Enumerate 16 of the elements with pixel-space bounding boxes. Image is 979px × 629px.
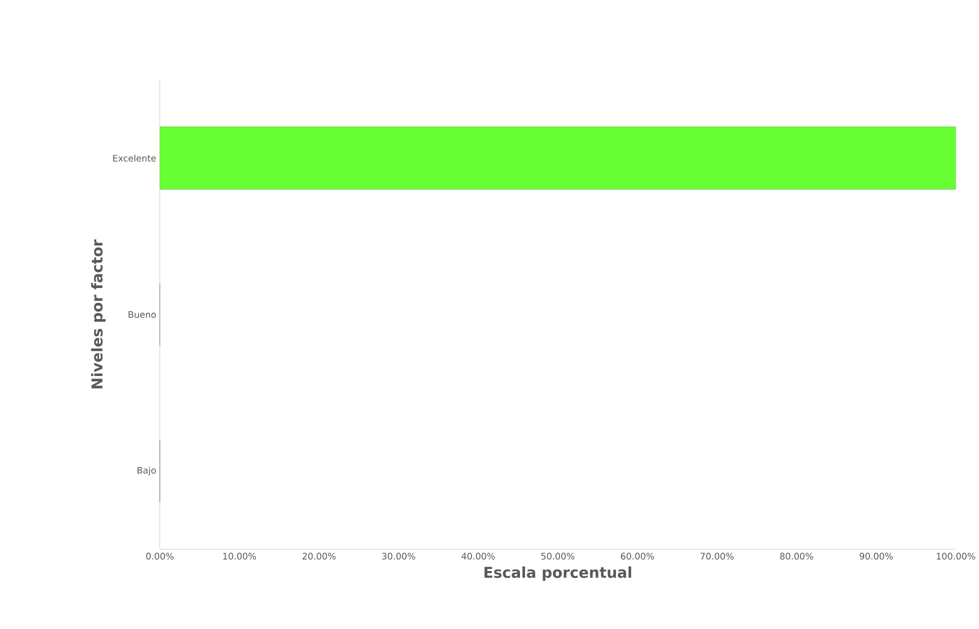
x-axis-title: Escala porcentual <box>484 566 632 581</box>
x-tick-label: 80.00% <box>780 552 814 560</box>
x-tick-label: 50.00% <box>541 552 574 560</box>
x-tick-label: 40.00% <box>462 552 495 560</box>
y-tick-label: Bajo <box>138 466 156 476</box>
x-tick-label: 70.00% <box>700 552 734 560</box>
x-tick-label: 60.00% <box>620 552 654 560</box>
x-tick-label: 90.00% <box>860 552 893 560</box>
y-tick-label: Bueno <box>128 311 156 318</box>
y-tick-label: Excelente <box>113 154 156 162</box>
x-tick-label: 0.00% <box>146 552 174 560</box>
x-tick-label: 10.00% <box>223 552 256 560</box>
y-axis-title: Niveles por factor <box>91 239 106 388</box>
x-tick-label: 20.00% <box>302 552 336 560</box>
x-tick-label: 30.00% <box>382 552 416 560</box>
x-tick-label: 100.00% <box>936 552 976 560</box>
